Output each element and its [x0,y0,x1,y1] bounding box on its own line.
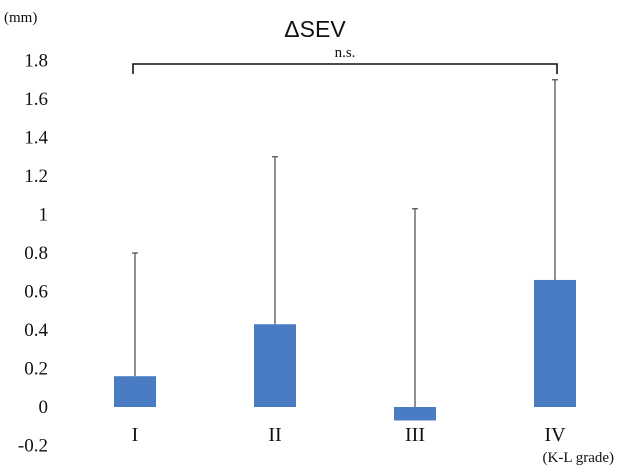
y-tick-label: 1.4 [24,128,48,149]
y-tick-label: 1.2 [24,166,48,187]
x-axis-label: (K-L grade) [543,450,614,466]
bar-IV [534,279,576,407]
y-tick-label: 0.8 [24,243,48,264]
x-tick-label: IV [544,424,566,446]
bar-II [254,324,296,407]
bar-III [394,407,436,421]
bars [114,279,576,421]
y-tick-label: 0 [39,397,49,418]
significance-bracket [132,63,558,74]
chart-title: ΔSEV [284,16,346,42]
y-tick-label: 1 [39,205,49,226]
y-tick-label: -0.2 [18,436,48,457]
x-tick-label: III [405,424,425,446]
x-tick-label: II [268,424,281,446]
y-tick-label: 1.6 [24,89,48,110]
x-tick-label: I [132,424,139,446]
error-bars [132,79,558,407]
y-tick-label: 0.6 [24,282,48,303]
y-tick-label: 0.4 [24,320,48,341]
bracket-line [132,63,558,74]
bar-I [114,376,156,407]
y-axis-ticks: -0.2 0 0.2 0.4 0.6 0.8 1 1.2 1.4 1.6 1.8 [18,51,49,457]
significance-label: n.s. [335,45,356,61]
x-axis-category-labels: I II III IV [132,424,566,446]
y-tick-label: 1.8 [24,51,48,72]
y-axis-unit-label: (mm) [4,10,37,26]
y-tick-label: 0.2 [24,359,48,380]
